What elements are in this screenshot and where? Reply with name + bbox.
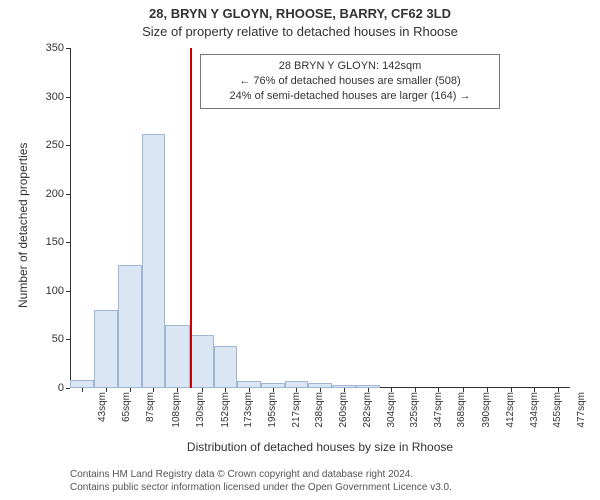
chart-title-main: 28, BRYN Y GLOYN, RHOOSE, BARRY, CF62 3L… <box>0 6 600 21</box>
y-tick-mark <box>66 48 70 49</box>
reference-line <box>190 48 192 388</box>
histogram-bar <box>285 381 308 388</box>
x-tick-label: 282sqm <box>362 392 373 428</box>
x-tick-mark <box>344 388 345 392</box>
x-tick-mark <box>391 388 392 392</box>
x-axis-label: Distribution of detached houses by size … <box>70 440 570 454</box>
x-tick-mark <box>320 388 321 392</box>
x-tick-mark <box>177 388 178 392</box>
x-tick-label: 390sqm <box>480 392 491 428</box>
y-tick-mark <box>66 97 70 98</box>
x-tick-label: 173sqm <box>242 392 253 428</box>
y-axis-line <box>70 48 71 388</box>
y-axis-label: Number of detached properties <box>16 143 30 308</box>
x-tick-mark <box>487 388 488 392</box>
histogram-bar <box>356 385 380 388</box>
chart-container: 28, BRYN Y GLOYN, RHOOSE, BARRY, CF62 3L… <box>0 0 600 500</box>
x-tick-mark <box>249 388 250 392</box>
x-tick-label: 347sqm <box>433 392 444 428</box>
annotation-line: 28 BRYN Y GLOYN: 142sqm <box>207 59 493 74</box>
x-tick-label: 325sqm <box>409 392 420 428</box>
x-tick-label: 152sqm <box>219 392 230 428</box>
x-tick-label: 304sqm <box>386 392 397 428</box>
histogram-bar <box>165 325 189 388</box>
x-tick-label: 412sqm <box>504 392 515 428</box>
histogram-bar <box>332 385 356 388</box>
histogram-bar <box>308 383 332 388</box>
x-tick-mark <box>296 388 297 392</box>
x-tick-mark <box>558 388 559 392</box>
y-tick-mark <box>66 242 70 243</box>
x-tick-mark <box>225 388 226 392</box>
y-tick-mark <box>66 291 70 292</box>
histogram-bar <box>70 380 94 388</box>
histogram-bar <box>142 134 165 389</box>
histogram-bar <box>214 346 237 388</box>
x-tick-label: 477sqm <box>576 392 587 428</box>
x-tick-label: 260sqm <box>338 392 349 428</box>
y-tick-mark <box>66 388 70 389</box>
histogram-bar <box>94 310 118 388</box>
histogram-bar <box>190 335 214 388</box>
x-tick-label: 238sqm <box>314 392 325 428</box>
x-tick-label: 43sqm <box>97 392 108 422</box>
y-tick-mark <box>66 145 70 146</box>
x-tick-mark <box>106 388 107 392</box>
x-tick-label: 65sqm <box>121 392 132 422</box>
x-tick-label: 434sqm <box>529 392 540 428</box>
annotation-line: 24% of semi-detached houses are larger (… <box>207 89 493 104</box>
chart-title-sub: Size of property relative to detached ho… <box>0 24 600 39</box>
y-tick-mark <box>66 194 70 195</box>
x-tick-mark <box>130 388 131 392</box>
x-tick-mark <box>463 388 464 392</box>
x-tick-mark <box>415 388 416 392</box>
annotation-box: 28 BRYN Y GLOYN: 142sqm← 76% of detached… <box>200 54 500 109</box>
x-tick-mark <box>511 388 512 392</box>
histogram-bar <box>237 381 261 388</box>
x-tick-mark <box>534 388 535 392</box>
x-tick-mark <box>82 388 83 392</box>
footer-line-1: Contains HM Land Registry data © Crown c… <box>70 468 452 481</box>
x-tick-label: 130sqm <box>195 392 206 428</box>
x-tick-label: 455sqm <box>552 392 563 428</box>
x-tick-label: 87sqm <box>145 392 156 422</box>
x-tick-mark <box>153 388 154 392</box>
y-tick-mark <box>66 339 70 340</box>
histogram-bar <box>118 265 142 388</box>
x-tick-label: 108sqm <box>171 392 182 428</box>
x-tick-label: 217sqm <box>291 392 302 428</box>
histogram-bar <box>261 383 285 388</box>
footer-line-2: Contains public sector information licen… <box>70 481 452 494</box>
x-tick-label: 195sqm <box>267 392 278 428</box>
x-tick-label: 368sqm <box>456 392 467 428</box>
annotation-line: ← 76% of detached houses are smaller (50… <box>207 74 493 89</box>
x-tick-mark <box>438 388 439 392</box>
x-tick-mark <box>273 388 274 392</box>
x-tick-mark <box>202 388 203 392</box>
plot-area: 05010015020025030035043sqm65sqm87sqm108s… <box>70 48 570 388</box>
footer-attribution: Contains HM Land Registry data © Crown c… <box>70 468 452 494</box>
x-tick-mark <box>368 388 369 392</box>
